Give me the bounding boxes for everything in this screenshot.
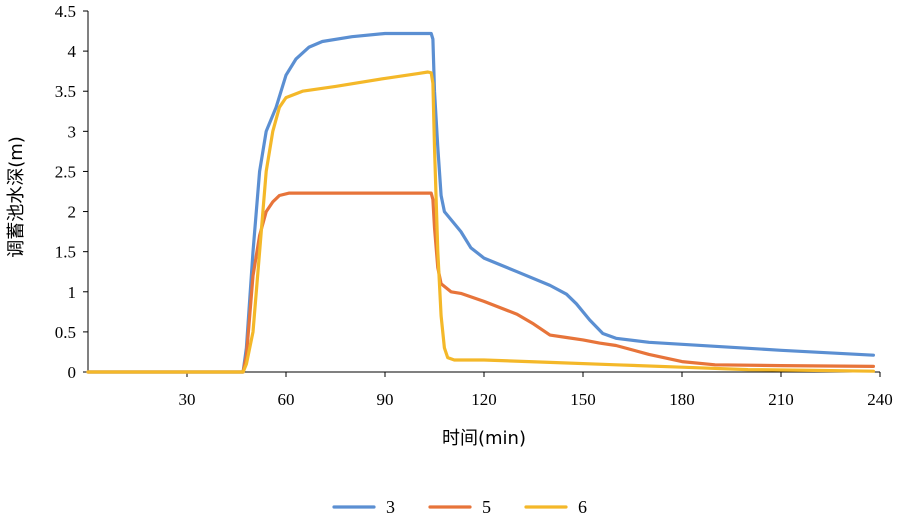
y-tick-label: 4 <box>68 42 77 61</box>
x-tick-label: 150 <box>570 390 596 409</box>
x-tick-label: 180 <box>669 390 695 409</box>
y-axis-ticks: 0 0.5 1 1.5 2 2.5 3 3.5 4 4.5 <box>55 2 88 382</box>
x-tick-label: 60 <box>278 390 295 409</box>
x-tick-label: 240 <box>867 390 893 409</box>
y-tick-label: 1.5 <box>55 243 76 262</box>
y-tick-label: 2 <box>68 203 77 222</box>
legend-label-6: 6 <box>578 497 587 517</box>
x-tick-label: 120 <box>471 390 497 409</box>
series-line-5 <box>86 191 876 374</box>
x-axis-ticks: 30 60 90 120 150 180 210 240 <box>179 372 893 409</box>
x-tick-label: 30 <box>179 390 196 409</box>
y-tick-label: 3.5 <box>55 82 76 101</box>
legend-label-3: 3 <box>386 497 395 517</box>
x-axis-title: 时间(min) <box>442 428 526 449</box>
y-tick-label: 2.5 <box>55 162 76 181</box>
x-tick-label: 90 <box>377 390 394 409</box>
y-tick-label: 3 <box>68 122 77 141</box>
y-tick-label: 4.5 <box>55 2 76 21</box>
x-tick-label: 210 <box>768 390 794 409</box>
y-tick-label: 0.5 <box>55 323 76 342</box>
series-line-3 <box>86 31 876 374</box>
series-line-6 <box>86 70 876 374</box>
y-tick-label: 0 <box>68 363 77 382</box>
y-tick-label: 1 <box>68 283 77 302</box>
series-lines <box>86 31 876 374</box>
legend-label-5: 5 <box>482 497 491 517</box>
legend: 3 5 6 <box>332 497 587 517</box>
y-axis-title: 调蓄池水深(m) <box>6 136 27 258</box>
